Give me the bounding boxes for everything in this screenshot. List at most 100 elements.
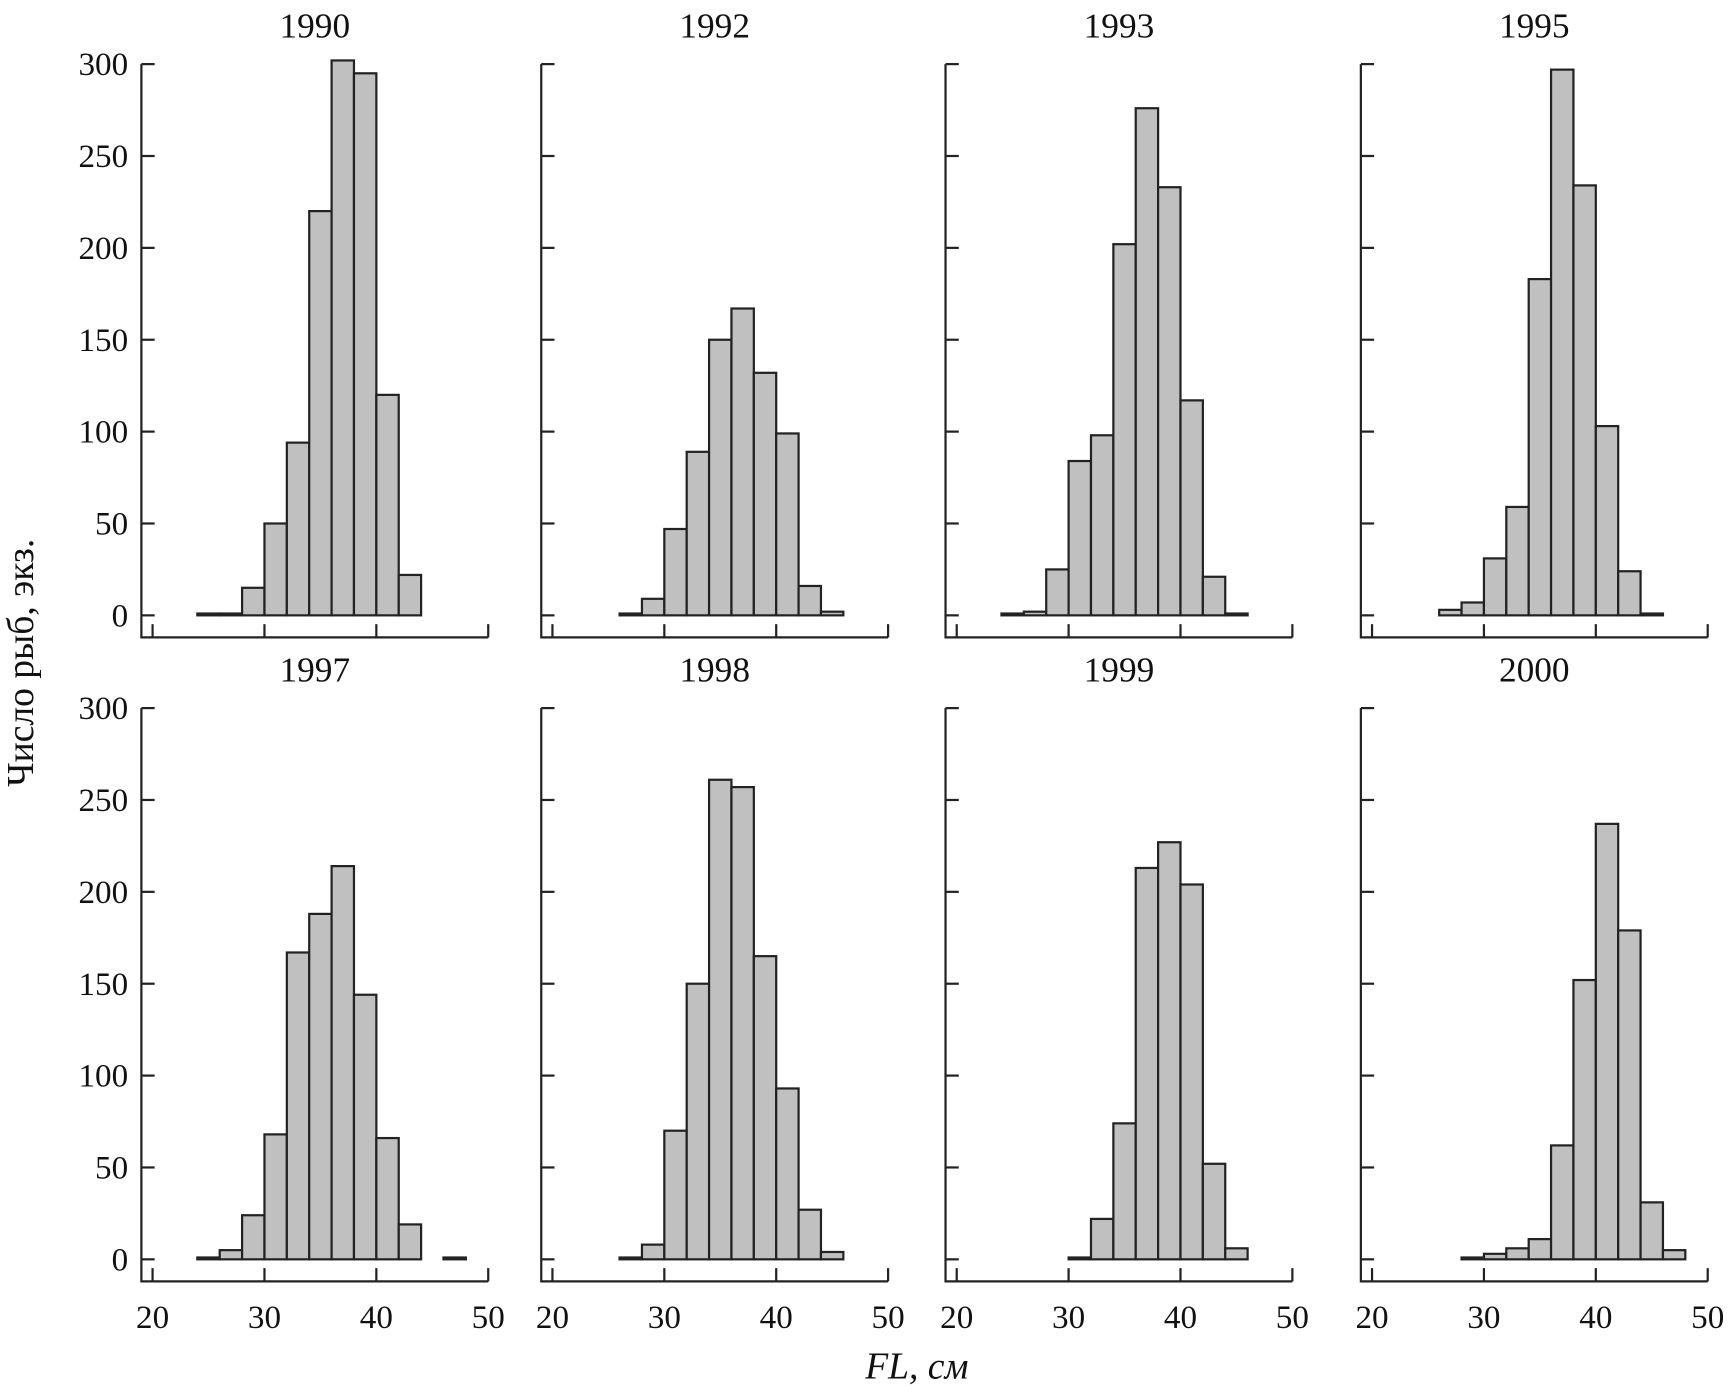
bar bbox=[1089, 434, 1115, 617]
x-tick-label: 30 bbox=[1467, 1299, 1500, 1336]
bar bbox=[685, 450, 711, 617]
bar bbox=[1527, 277, 1553, 617]
axis-spine bbox=[944, 708, 1293, 1283]
bar bbox=[1572, 978, 1597, 1261]
panel-title: 2000 bbox=[1499, 651, 1570, 690]
y-tick-label: 0 bbox=[112, 1241, 129, 1278]
y-tick-label: 50 bbox=[95, 506, 128, 543]
bar bbox=[330, 865, 356, 1261]
bar bbox=[1594, 424, 1620, 617]
bar bbox=[196, 612, 221, 617]
bar bbox=[1527, 1238, 1553, 1261]
bar bbox=[285, 441, 311, 617]
bar bbox=[1201, 1162, 1227, 1261]
y-tick-label: 0 bbox=[112, 597, 129, 634]
bar bbox=[285, 951, 311, 1261]
x-tick-label: 50 bbox=[1691, 1299, 1724, 1336]
axis-spine bbox=[140, 64, 489, 639]
bar bbox=[1639, 1201, 1665, 1261]
y-tick-label: 100 bbox=[78, 414, 128, 451]
x-tick-label: 20 bbox=[1355, 1299, 1388, 1336]
bar bbox=[1549, 1144, 1575, 1261]
panel-title: 1990 bbox=[279, 7, 350, 46]
bar bbox=[1022, 610, 1048, 617]
bar bbox=[775, 1087, 800, 1261]
bar bbox=[819, 610, 845, 617]
bar bbox=[1201, 575, 1227, 617]
bar bbox=[730, 307, 755, 617]
bar bbox=[1089, 1217, 1115, 1261]
y-tick-label: 50 bbox=[95, 1150, 128, 1187]
bar bbox=[1045, 568, 1070, 617]
x-tick-label: 50 bbox=[872, 1299, 905, 1336]
x-tick-label: 40 bbox=[1579, 1299, 1612, 1336]
bar bbox=[1179, 399, 1204, 617]
bar bbox=[1067, 459, 1093, 617]
bar bbox=[196, 1256, 221, 1261]
bar bbox=[1505, 505, 1530, 617]
bar bbox=[1179, 883, 1204, 1261]
y-tick-label: 100 bbox=[78, 1058, 128, 1095]
x-tick-label: 50 bbox=[1276, 1299, 1309, 1336]
bar bbox=[640, 597, 666, 617]
bar bbox=[1639, 612, 1665, 617]
bar bbox=[397, 573, 423, 617]
panel-title: 1993 bbox=[1084, 7, 1155, 46]
x-tick-label: 20 bbox=[136, 1299, 169, 1336]
bar bbox=[1224, 612, 1249, 617]
bar bbox=[1112, 243, 1137, 617]
bar bbox=[618, 612, 644, 617]
bar bbox=[375, 1136, 400, 1261]
panel-title: 1998 bbox=[679, 651, 750, 690]
bar bbox=[1505, 1247, 1530, 1261]
x-tick-label: 40 bbox=[760, 1299, 793, 1336]
axis-spine bbox=[1359, 708, 1708, 1283]
x-tick-label: 40 bbox=[1164, 1299, 1197, 1336]
panel-title: 1995 bbox=[1499, 7, 1570, 46]
bar bbox=[1438, 608, 1463, 617]
bar bbox=[218, 612, 244, 617]
bar bbox=[263, 1133, 288, 1261]
bar bbox=[663, 527, 688, 617]
x-tick-label: 30 bbox=[1052, 1299, 1085, 1336]
bar bbox=[1067, 1256, 1093, 1261]
bar bbox=[1134, 866, 1160, 1261]
bar bbox=[752, 371, 778, 617]
bar bbox=[1617, 570, 1642, 617]
x-tick-label: 20 bbox=[940, 1299, 973, 1336]
bar bbox=[663, 1129, 688, 1261]
bar bbox=[730, 786, 755, 1261]
bar bbox=[1157, 186, 1182, 617]
bar bbox=[352, 72, 378, 617]
y-tick-label: 300 bbox=[78, 690, 128, 727]
bar bbox=[352, 993, 378, 1261]
y-tick-label: 200 bbox=[78, 874, 128, 911]
bar bbox=[240, 1214, 266, 1261]
bar bbox=[1460, 1256, 1486, 1261]
bar bbox=[797, 1208, 823, 1261]
axis-spine bbox=[1359, 64, 1708, 639]
x-axis-label: FL, см bbox=[864, 1347, 968, 1388]
bar bbox=[1482, 557, 1508, 617]
y-tick-label: 150 bbox=[78, 966, 128, 1003]
axis-spine bbox=[540, 64, 889, 639]
x-tick-label: 50 bbox=[472, 1299, 505, 1336]
bar bbox=[308, 210, 333, 617]
bar bbox=[442, 1256, 467, 1261]
bar bbox=[797, 584, 823, 617]
bar bbox=[330, 59, 356, 617]
bar bbox=[1460, 601, 1486, 617]
bar bbox=[375, 393, 400, 617]
bar bbox=[1224, 1247, 1249, 1261]
bar bbox=[707, 778, 733, 1261]
bar bbox=[707, 338, 733, 617]
bar bbox=[218, 1249, 244, 1261]
panel-title: 1997 bbox=[279, 651, 350, 690]
y-tick-label: 150 bbox=[78, 322, 128, 359]
bar bbox=[775, 432, 800, 617]
bar bbox=[1000, 612, 1025, 617]
bar bbox=[263, 522, 288, 617]
y-tick-label: 200 bbox=[78, 230, 128, 267]
